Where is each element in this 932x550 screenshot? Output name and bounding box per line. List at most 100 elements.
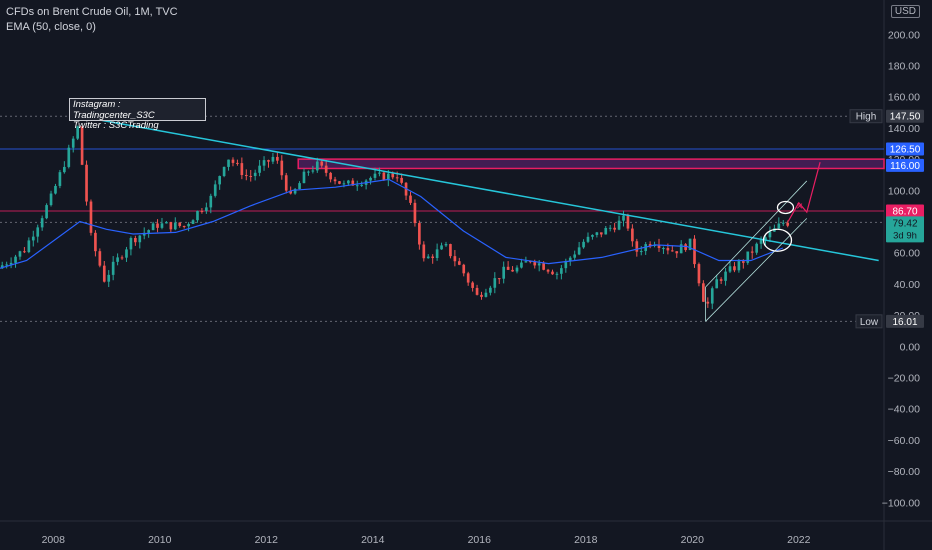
candle bbox=[418, 223, 421, 245]
candle bbox=[213, 184, 217, 196]
candle bbox=[670, 250, 674, 252]
candle bbox=[293, 189, 297, 194]
candle bbox=[657, 244, 661, 249]
y-tick-label: −100.00 bbox=[882, 497, 920, 509]
y-tick-label: −40.00 bbox=[888, 404, 921, 416]
candle bbox=[462, 264, 466, 274]
candle bbox=[187, 224, 190, 227]
candle bbox=[599, 232, 603, 235]
candle bbox=[80, 126, 84, 165]
candle bbox=[360, 184, 364, 186]
x-tick-label: 2022 bbox=[787, 534, 811, 546]
candle bbox=[648, 244, 652, 246]
candle bbox=[702, 283, 705, 302]
x-tick-label: 2014 bbox=[361, 534, 385, 546]
resistance-zone bbox=[297, 158, 885, 170]
candle bbox=[116, 257, 119, 262]
twitter-text: Twitter : S3CTrading bbox=[73, 120, 159, 131]
candle bbox=[9, 262, 13, 265]
candle bbox=[573, 254, 577, 258]
candle bbox=[36, 227, 40, 237]
candle bbox=[107, 274, 111, 282]
price-label-bg bbox=[886, 142, 924, 156]
candle bbox=[355, 185, 359, 187]
candle bbox=[431, 256, 435, 259]
candle bbox=[546, 269, 550, 272]
candle bbox=[111, 261, 115, 275]
projection-path bbox=[787, 162, 821, 222]
price-label-bg bbox=[886, 109, 924, 123]
candle bbox=[311, 170, 315, 172]
candle bbox=[586, 236, 590, 242]
candle bbox=[537, 263, 541, 266]
candle bbox=[54, 185, 57, 194]
candle bbox=[768, 231, 772, 238]
candle bbox=[382, 172, 386, 181]
candle bbox=[444, 244, 448, 246]
candle bbox=[679, 244, 683, 254]
candle bbox=[613, 227, 616, 230]
candle bbox=[222, 166, 226, 177]
candle bbox=[471, 282, 474, 288]
candle bbox=[737, 261, 741, 271]
candle bbox=[253, 172, 257, 177]
y-tick-label: 140.00 bbox=[888, 123, 920, 135]
currency-label[interactable]: USD bbox=[890, 5, 920, 18]
candle bbox=[271, 156, 275, 162]
candle bbox=[18, 251, 22, 257]
candle bbox=[333, 179, 337, 182]
candle bbox=[320, 161, 324, 166]
candle bbox=[342, 183, 346, 185]
candle bbox=[475, 287, 479, 295]
candle bbox=[746, 251, 750, 263]
social-annotation[interactable]: Instagram : Tradingcenter_S3C Twitter : … bbox=[69, 98, 206, 131]
candle bbox=[604, 227, 608, 235]
ema-indicator-label[interactable]: EMA (50, close, 0) bbox=[6, 21, 96, 33]
candle bbox=[236, 162, 239, 164]
candle bbox=[515, 267, 519, 272]
x-tick-label: 2012 bbox=[255, 534, 279, 546]
candle bbox=[267, 160, 270, 162]
price-label: 126.50 bbox=[890, 144, 921, 155]
candle bbox=[262, 160, 266, 166]
price-label-bg bbox=[886, 204, 924, 218]
candle bbox=[147, 230, 150, 233]
candle bbox=[205, 207, 208, 212]
ema-line bbox=[0, 178, 784, 269]
candle bbox=[395, 177, 399, 179]
candle bbox=[178, 222, 182, 226]
candle bbox=[200, 210, 204, 212]
candle bbox=[298, 183, 301, 190]
candle bbox=[276, 156, 279, 161]
candle bbox=[373, 173, 377, 178]
candle bbox=[688, 238, 692, 251]
candle bbox=[639, 251, 643, 253]
candle bbox=[622, 215, 625, 221]
candle bbox=[786, 222, 790, 226]
candle bbox=[227, 159, 230, 167]
candle bbox=[351, 180, 355, 186]
price-label: 86.70 bbox=[892, 207, 917, 218]
x-mark: × bbox=[796, 199, 803, 213]
price-label-bg bbox=[886, 314, 924, 328]
candle bbox=[568, 257, 572, 261]
price-label-bg bbox=[886, 158, 924, 172]
price-tag-bg bbox=[855, 314, 883, 329]
price-label: 79.42 bbox=[892, 218, 917, 229]
candle bbox=[551, 271, 554, 275]
candle bbox=[369, 177, 372, 181]
candle bbox=[85, 164, 88, 202]
y-tick-label: 160.00 bbox=[888, 92, 920, 104]
candle bbox=[165, 222, 168, 224]
candle bbox=[582, 241, 585, 248]
candle bbox=[728, 266, 732, 272]
candle bbox=[675, 251, 679, 254]
candle bbox=[27, 240, 31, 253]
candle bbox=[338, 181, 341, 184]
candle bbox=[453, 256, 457, 262]
candle bbox=[280, 160, 284, 176]
candle bbox=[666, 248, 670, 251]
candle bbox=[138, 235, 142, 243]
candle bbox=[733, 266, 736, 271]
